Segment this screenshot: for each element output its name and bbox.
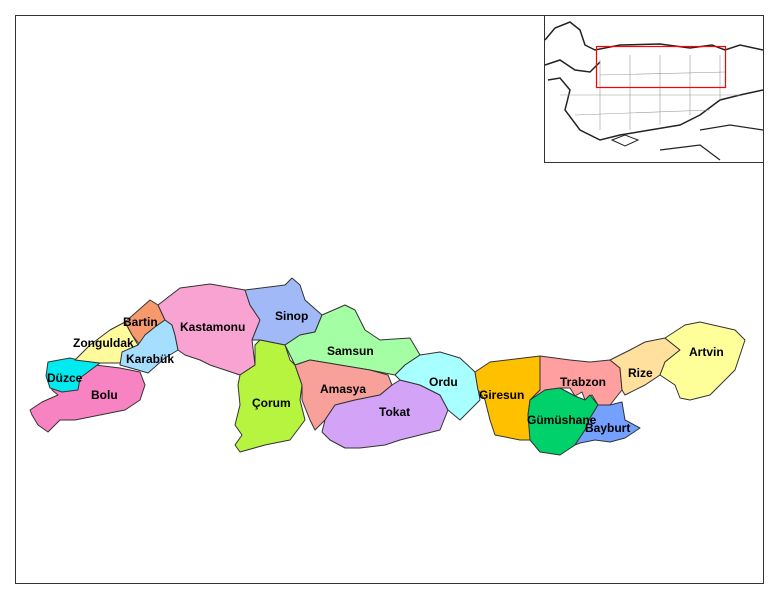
inset-frame: [544, 15, 764, 163]
label-kastamonu: Kastamonu: [180, 320, 245, 334]
inset-southern-border: [659, 124, 764, 161]
province-corum[interactable]: [234, 339, 306, 453]
label-amasya: Amasya: [320, 382, 366, 396]
label-trabzon: Trabzon: [560, 375, 606, 389]
label-zonguldak: Zonguldak: [73, 336, 134, 350]
label-artvin: Artvin: [689, 345, 724, 359]
label-gumushane: Gümüshane: [527, 413, 597, 427]
province-labels: Bolu Düzce Zonguldak Bartin Karabük Kast…: [47, 309, 724, 435]
label-karabuk: Karabük: [126, 352, 174, 366]
inset-island: [610, 134, 640, 147]
label-ordu: Ordu: [429, 375, 458, 389]
inset-province-borders: [560, 55, 740, 130]
label-samsun: Samsun: [327, 344, 374, 358]
inset-highlight-box: [595, 45, 727, 89]
label-sinop: Sinop: [275, 309, 308, 323]
province-artvin[interactable]: [659, 321, 746, 401]
label-giresun: Giresun: [479, 388, 524, 402]
label-duzce: Düzce: [47, 371, 83, 385]
label-rize: Rize: [628, 366, 653, 380]
province-bayburt[interactable]: [574, 401, 641, 446]
label-bayburt: Bayburt: [585, 421, 630, 435]
province-kastamonu[interactable]: [157, 283, 261, 376]
label-bartin: Bartin: [123, 315, 158, 329]
province-tokat[interactable]: [321, 379, 449, 449]
locator-inset: [544, 15, 764, 163]
label-corum: Çorum: [252, 396, 291, 410]
label-bolu: Bolu: [91, 388, 118, 402]
label-tokat: Tokat: [379, 405, 410, 419]
